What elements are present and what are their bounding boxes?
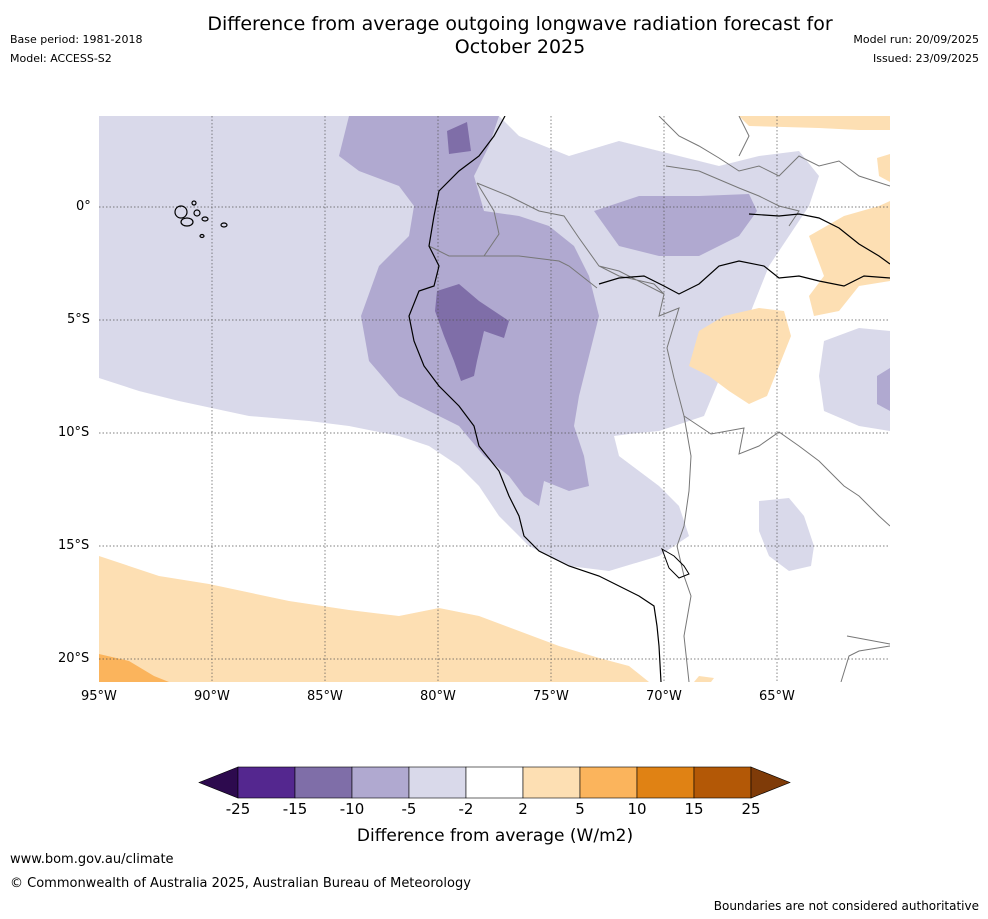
lon-label-85w: 85°W xyxy=(307,689,343,704)
lat-label-5s: 5°S xyxy=(67,312,90,327)
colorbar-swatch-7 xyxy=(637,767,694,798)
lon-label-70w: 70°W xyxy=(646,689,682,704)
colorbar xyxy=(195,764,795,802)
model-name: Model: ACCESS-S2 xyxy=(10,52,112,66)
colorbar-swatch-5 xyxy=(523,767,580,798)
colorbar-swatch-1 xyxy=(295,767,352,798)
colorbar-swatch-0 xyxy=(238,767,295,798)
lon-label-90w: 90°W xyxy=(194,689,230,704)
colorbar-tick-3: -5 xyxy=(389,800,429,818)
colorbar-tick-8: 15 xyxy=(674,800,714,818)
colorbar-swatch-2 xyxy=(352,767,409,798)
base-period: Base period: 1981-2018 xyxy=(10,33,142,47)
lat-label-10s: 10°S xyxy=(58,425,89,440)
colorbar-swatch-6 xyxy=(580,767,637,798)
lon-label-65w: 65°W xyxy=(759,689,795,704)
colorbar-swatch-3 xyxy=(409,767,466,798)
lat-label-15s: 15°S xyxy=(58,538,89,553)
chart-title: Difference from average outgoing longwav… xyxy=(150,13,890,59)
bom-website-link[interactable]: www.bom.gov.au/climate xyxy=(10,852,174,867)
colorbar-swatch-4 xyxy=(466,767,523,798)
colorbar-arrow-max xyxy=(751,767,790,798)
lat-label-0: 0° xyxy=(76,199,91,214)
lat-label-20s: 20°S xyxy=(58,651,89,666)
olr-anomaly-map xyxy=(99,116,890,682)
colorbar-arrow-min xyxy=(199,767,238,798)
colorbar-tick-9: 25 xyxy=(731,800,771,818)
colorbar-tick-1: -15 xyxy=(275,800,315,818)
colorbar-tick-2: -10 xyxy=(332,800,372,818)
title-line-1: Difference from average outgoing longwav… xyxy=(150,13,890,36)
boundaries-disclaimer: Boundaries are not considered authoritat… xyxy=(714,899,979,913)
title-line-2: October 2025 xyxy=(150,36,890,59)
colorbar-label: Difference from average (W/m2) xyxy=(195,826,795,846)
lon-label-80w: 80°W xyxy=(420,689,456,704)
colorbar-swatch-8 xyxy=(694,767,751,798)
colorbar-tick-5: 2 xyxy=(503,800,543,818)
copyright-notice: © Commonwealth of Australia 2025, Austra… xyxy=(10,876,471,891)
lon-label-75w: 75°W xyxy=(533,689,569,704)
lon-label-95w: 95°W xyxy=(81,689,117,704)
colorbar-tick-0: -25 xyxy=(218,800,258,818)
colorbar-tick-4: -2 xyxy=(446,800,486,818)
colorbar-tick-7: 10 xyxy=(617,800,657,818)
colorbar-tick-6: 5 xyxy=(560,800,600,818)
